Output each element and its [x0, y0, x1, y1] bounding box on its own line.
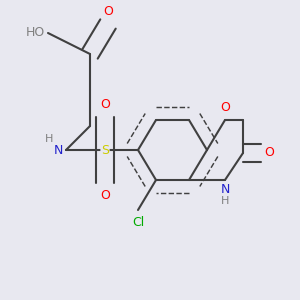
Text: O: O	[220, 101, 230, 114]
Text: N: N	[220, 183, 230, 196]
Text: HO: HO	[26, 26, 45, 40]
Text: O: O	[103, 5, 113, 18]
Text: O: O	[100, 98, 110, 111]
Text: H: H	[221, 196, 229, 206]
Text: O: O	[100, 189, 110, 202]
Text: O: O	[264, 146, 274, 160]
Text: S: S	[101, 143, 109, 157]
Text: N: N	[54, 143, 63, 157]
Text: H: H	[45, 134, 54, 144]
Text: Cl: Cl	[132, 216, 144, 229]
